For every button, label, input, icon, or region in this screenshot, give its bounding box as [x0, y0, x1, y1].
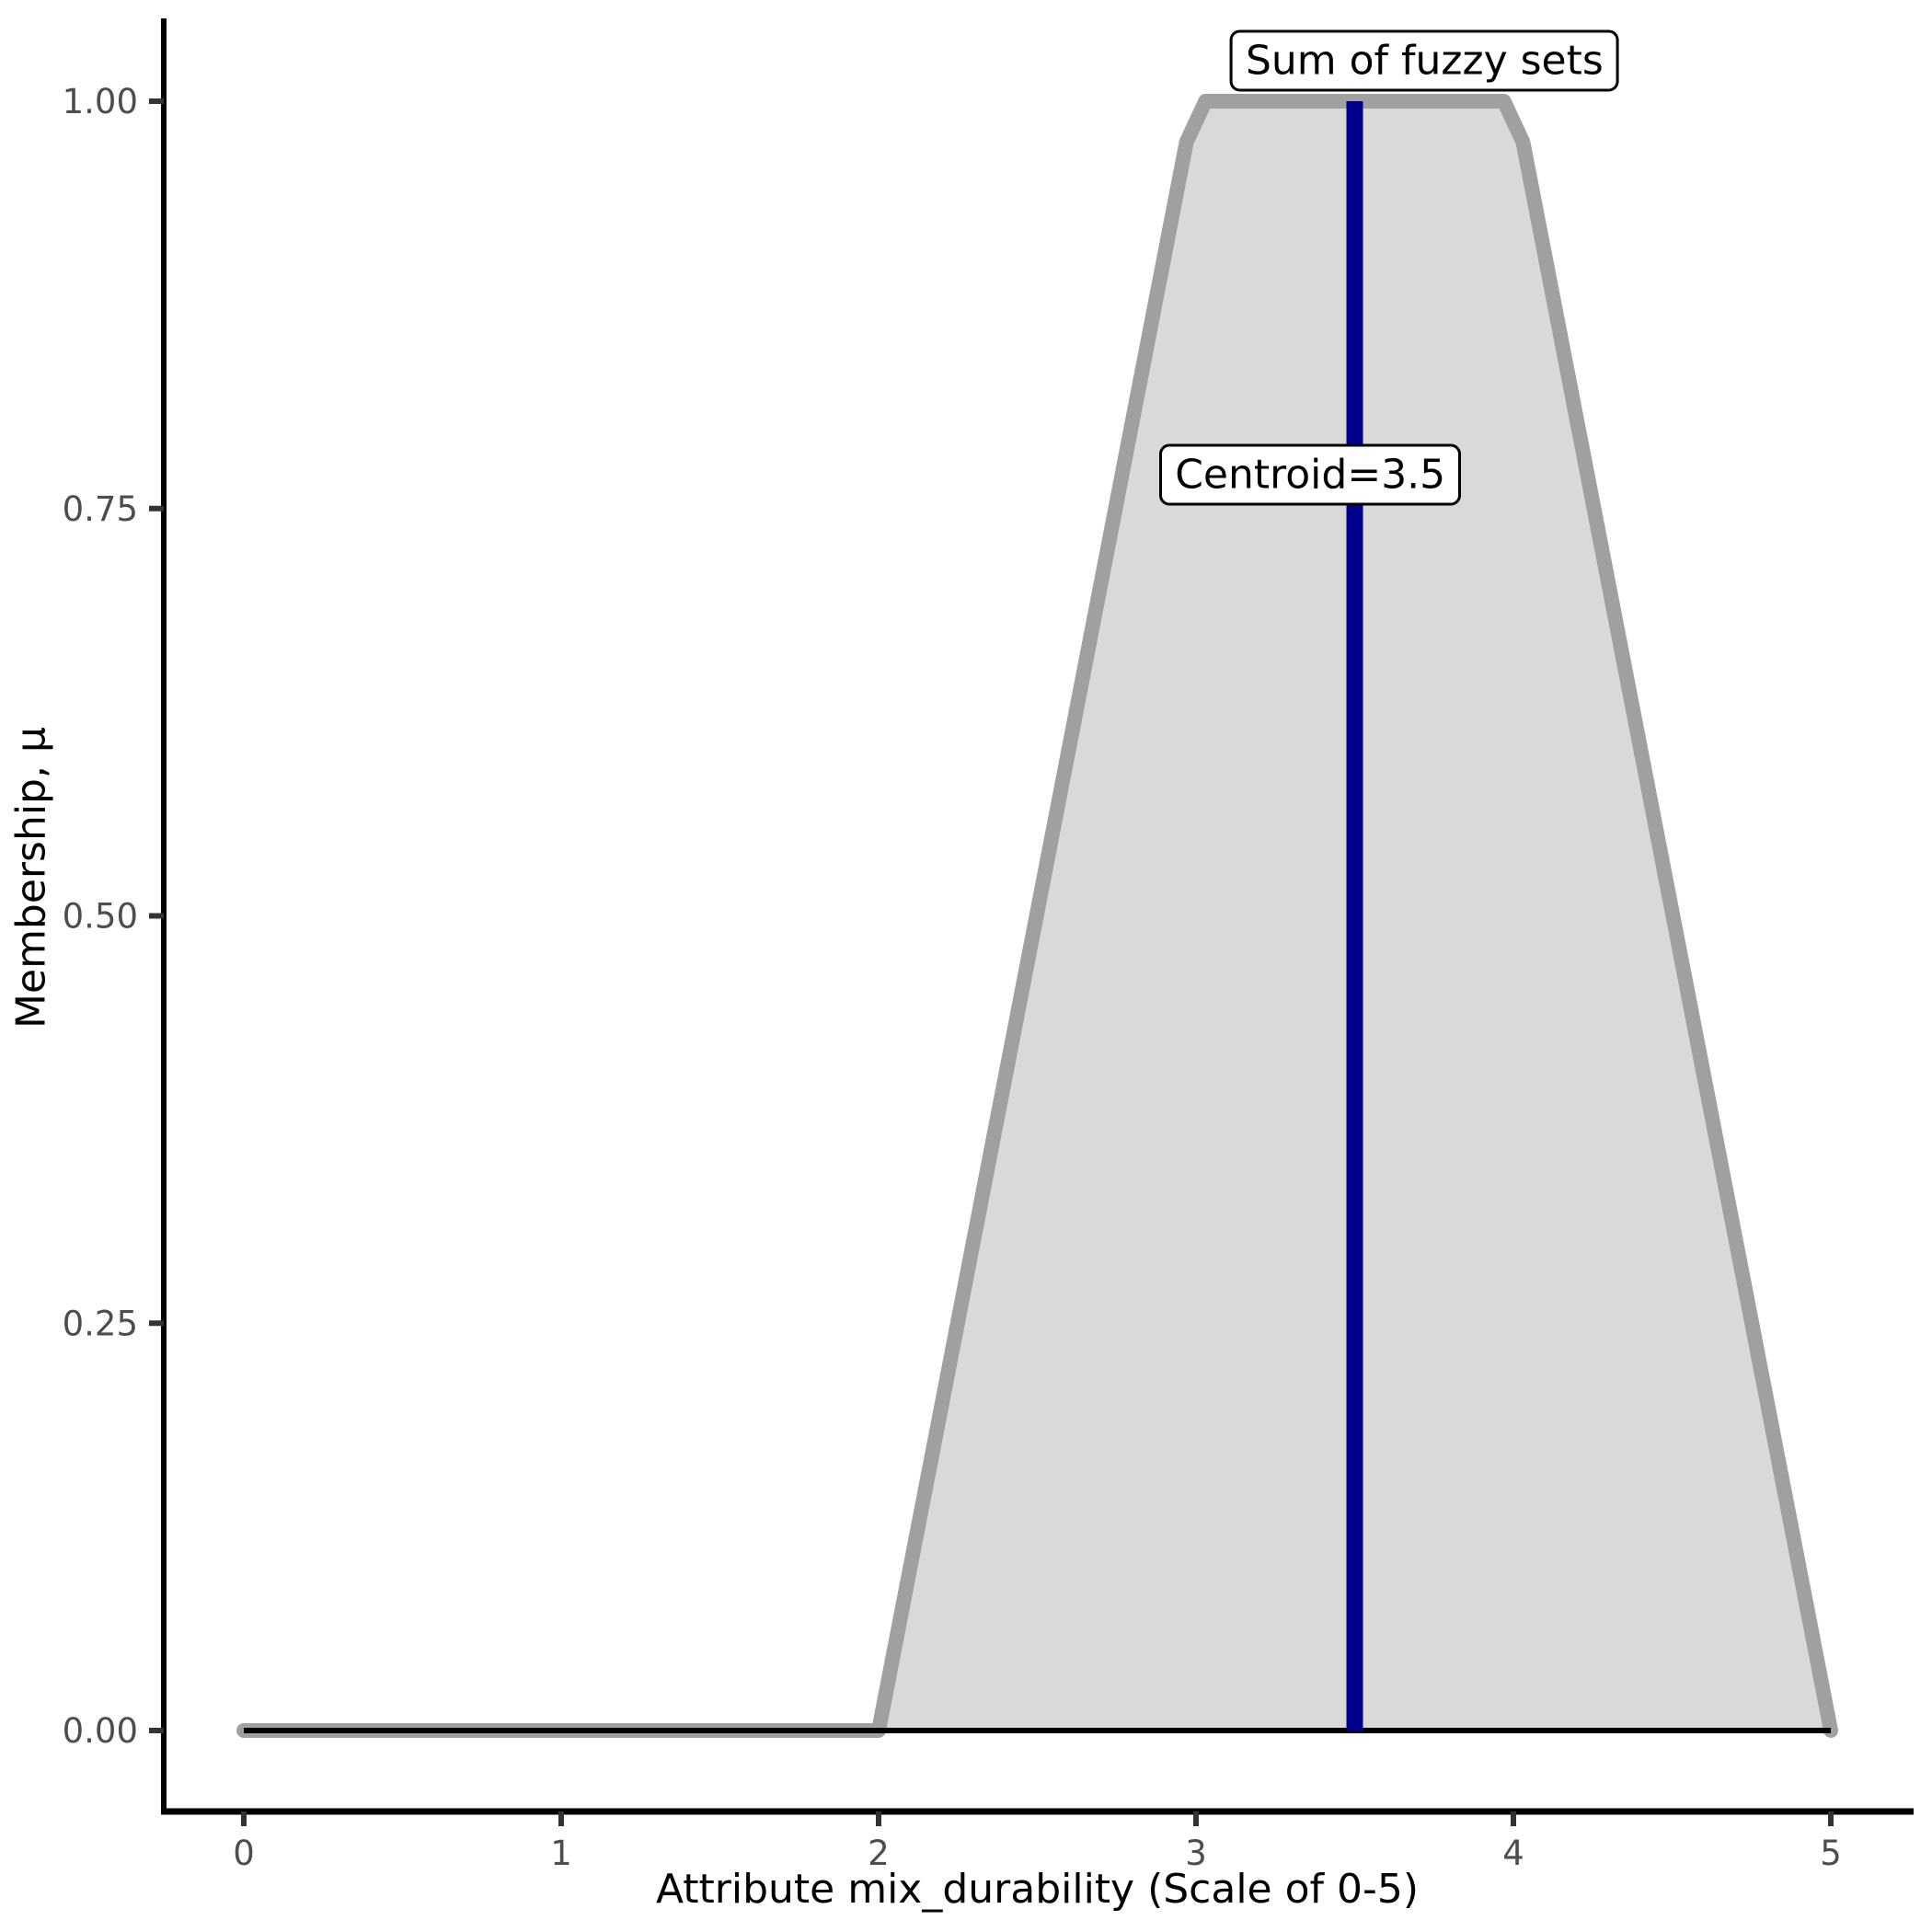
x-axis-title: Attribute mix_durability (Scale of 0-5) [655, 1866, 1420, 1913]
y-axis-title: Membership, μ [7, 727, 55, 1029]
x-tick-label: 3 [1185, 1834, 1207, 1873]
sum-of-fuzzy-sets-label: Sum of fuzzy sets [1229, 29, 1619, 92]
y-tick-label: 0.00 [63, 1711, 138, 1751]
x-tick-label: 1 [550, 1834, 572, 1873]
y-tick-label: 1.00 [63, 82, 138, 121]
x-tick-label: 5 [1820, 1834, 1842, 1873]
y-tick-label: 0.25 [63, 1304, 138, 1343]
centroid-label: Centroid=3.5 [1159, 443, 1462, 506]
y-tick-label: 0.50 [63, 897, 138, 937]
x-tick-label: 0 [233, 1834, 255, 1873]
y-tick-label: 0.75 [63, 489, 138, 529]
x-tick-label: 4 [1502, 1834, 1524, 1873]
x-tick-label: 2 [868, 1834, 890, 1873]
